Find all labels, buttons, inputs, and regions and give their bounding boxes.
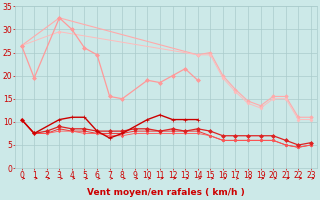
X-axis label: Vent moyen/en rafales ( km/h ): Vent moyen/en rafales ( km/h ) — [87, 188, 245, 197]
